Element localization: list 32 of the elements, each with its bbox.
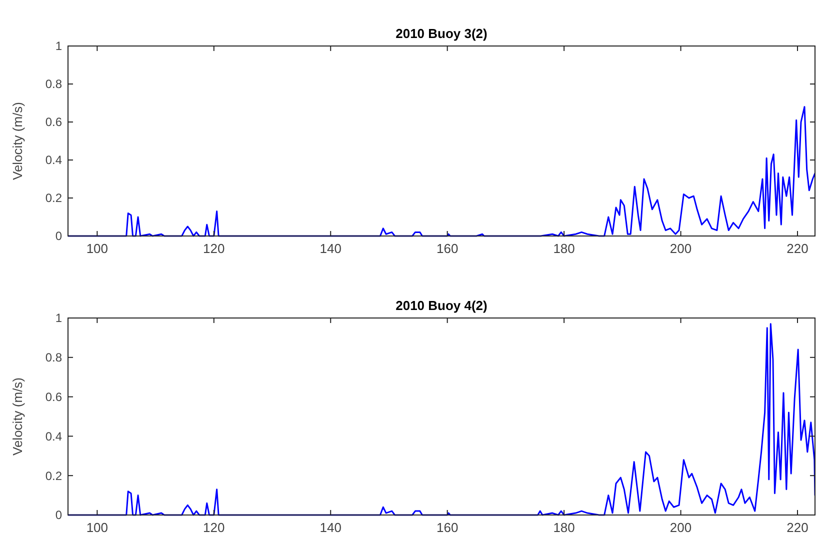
x-tick-label: 220 <box>786 241 808 256</box>
y-tick-label: 0.6 <box>45 390 62 404</box>
y-tick-label: 1 <box>55 311 62 326</box>
x-tick-label: 100 <box>86 520 108 535</box>
y-tick-label: 0.6 <box>45 115 62 130</box>
x-tick-label: 100 <box>86 241 108 256</box>
y-tick-label: 0 <box>55 508 62 522</box>
x-tick-label: 140 <box>320 520 342 535</box>
x-tick-label: 200 <box>670 241 692 256</box>
y-tick-label: 0.2 <box>45 191 62 206</box>
x-tick-label: 160 <box>436 241 458 256</box>
y-tick-label: 0.4 <box>45 153 62 168</box>
y-tick-label: 0.8 <box>45 350 62 365</box>
x-tick-label: 180 <box>553 241 575 256</box>
y-tick-label: 0 <box>55 229 62 244</box>
x-tick-label: 200 <box>670 520 692 535</box>
chart-title: 2010 Buoy 4(2) <box>396 298 488 313</box>
y-tick-label: 1 <box>55 39 62 54</box>
x-tick-label: 120 <box>203 520 225 535</box>
line-series <box>68 323 815 516</box>
y-axis-title: Velocity (m/s) <box>10 377 25 456</box>
line-series <box>68 106 815 237</box>
chart-title: 2010 Buoy 3(2) <box>396 26 488 41</box>
y-tick-label: 0.4 <box>45 429 62 444</box>
y-tick-label: 0.2 <box>45 468 62 483</box>
x-tick-label: 180 <box>553 520 575 535</box>
x-tick-label: 220 <box>786 520 808 535</box>
x-tick-label: 140 <box>320 241 342 256</box>
x-tick-label: 120 <box>203 241 225 256</box>
y-tick-label: 0.8 <box>45 77 62 92</box>
y-axis-title: Velocity (m/s) <box>10 102 25 180</box>
x-tick-label: 160 <box>436 520 458 535</box>
